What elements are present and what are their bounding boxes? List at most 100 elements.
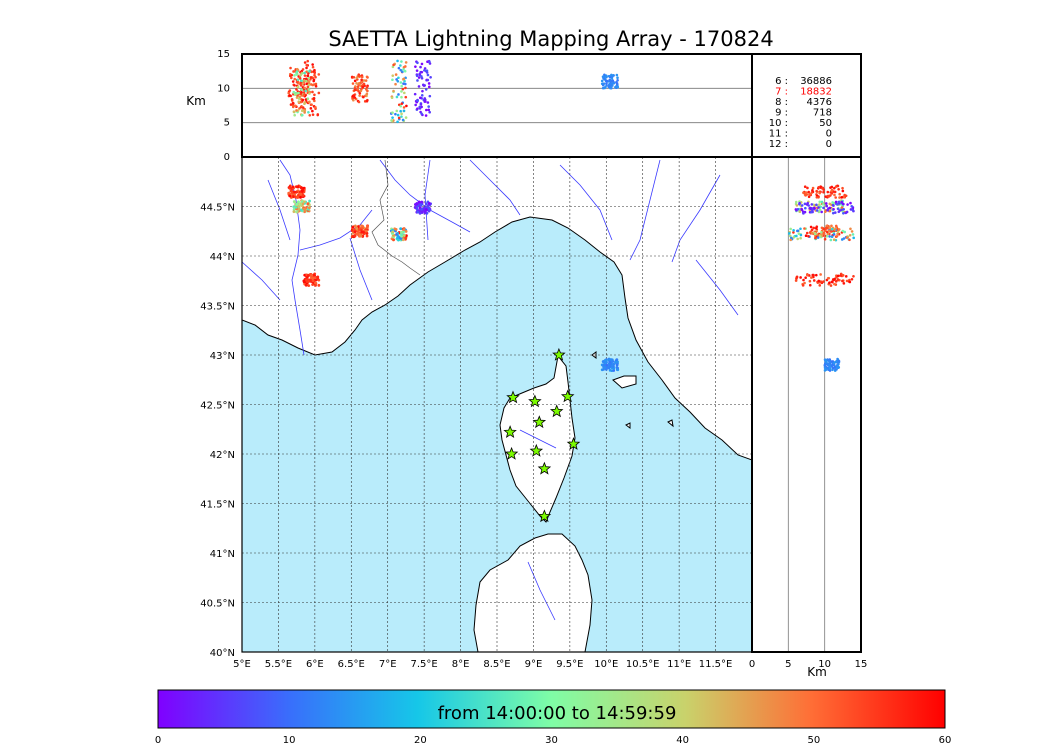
lightning-source-map <box>614 361 618 364</box>
side-tick-label: 5 <box>785 659 791 670</box>
lightning-source-altitude <box>361 85 365 89</box>
lightning-source-altitude <box>303 102 306 106</box>
lightning-source-side <box>828 360 831 364</box>
lightning-source-altitude <box>402 106 406 109</box>
lightning-source-side <box>794 200 798 204</box>
lat-tick-label: 44.5°N <box>200 203 235 214</box>
lightning-source-altitude <box>395 78 398 81</box>
lightning-source-map <box>399 227 403 231</box>
lightning-source-altitude <box>311 65 315 69</box>
lightning-source-map <box>420 207 423 211</box>
side-tick-label: 15 <box>855 659 868 670</box>
chart-title: SAETTA Lightning Mapping Array - 170824 <box>328 27 773 51</box>
lightning-source-map <box>417 200 421 204</box>
lightning-source-side <box>789 238 792 242</box>
lightning-source-altitude <box>317 73 321 76</box>
lightning-source-altitude <box>289 103 293 106</box>
lightning-source-altitude <box>426 101 430 104</box>
lightning-source-side <box>830 227 834 231</box>
lightning-source-side <box>825 204 829 208</box>
lightning-source-altitude <box>392 89 395 93</box>
count-label: 7 : <box>775 87 788 98</box>
lightning-source-side <box>803 227 806 230</box>
lightning-source-altitude <box>299 100 303 104</box>
lightning-source-altitude <box>428 94 432 98</box>
lightning-source-altitude <box>308 114 312 117</box>
colorbar-tick-label: 0 <box>155 735 161 746</box>
station-star <box>537 461 552 475</box>
lightning-source-altitude <box>415 74 419 78</box>
lightning-source-altitude <box>308 100 311 104</box>
lightning-source-altitude <box>414 103 417 107</box>
lightning-source-altitude <box>359 89 363 93</box>
side-xlabel: Km <box>807 665 827 679</box>
lightning-source-altitude <box>423 97 427 100</box>
lightning-source-altitude <box>355 76 359 80</box>
lightning-source-side <box>803 185 807 189</box>
station-star <box>532 415 547 429</box>
lightning-source-map <box>289 186 293 190</box>
lightning-source-altitude <box>311 76 314 80</box>
lightning-source-map <box>293 200 297 204</box>
lightning-source-altitude <box>397 93 400 96</box>
lightning-source-altitude <box>296 67 299 71</box>
lightning-source-map <box>298 190 302 194</box>
lightning-source-altitude <box>365 85 369 89</box>
lightning-source-side <box>814 273 818 277</box>
lightning-source-side <box>805 231 809 235</box>
lightning-source-altitude <box>303 86 306 90</box>
lightning-source-map <box>291 185 295 189</box>
lightning-source-altitude <box>400 84 404 88</box>
lightning-source-side <box>807 234 810 238</box>
station-star <box>529 443 544 457</box>
lightning-source-side <box>824 202 828 205</box>
lightning-source-altitude <box>417 85 421 88</box>
colorbar-tick-label: 40 <box>676 735 689 746</box>
lightning-source-altitude <box>295 96 299 99</box>
lightning-source-side <box>823 364 827 368</box>
lightning-source-side <box>822 206 825 210</box>
lightning-source-altitude <box>308 92 311 95</box>
lightning-source-side <box>809 207 812 211</box>
lightning-source-side <box>825 361 828 364</box>
lat-tick-label: 42°N <box>210 450 235 461</box>
count-label: 10 : <box>769 118 788 129</box>
lightning-source-altitude <box>297 81 301 85</box>
lightning-source-altitude <box>416 107 419 110</box>
lightning-source-map <box>424 207 428 211</box>
lightning-source-altitude <box>397 66 401 70</box>
lightning-source-side <box>788 234 792 238</box>
lightning-source-side <box>844 275 848 278</box>
lightning-source-side <box>796 229 799 233</box>
lightning-source-altitude <box>401 118 405 122</box>
lightning-source-altitude <box>291 80 295 83</box>
lightning-source-altitude <box>396 59 399 63</box>
side-clusters <box>787 184 855 372</box>
lightning-source-altitude <box>402 68 405 71</box>
colorbar-tick-label: 20 <box>414 735 427 746</box>
lightning-source-side <box>818 284 822 287</box>
lightning-source-altitude <box>392 119 395 122</box>
lightning-source-map <box>402 228 406 232</box>
lightning-source-altitude <box>607 74 611 78</box>
lightning-source-altitude <box>357 82 361 86</box>
lightning-source-altitude <box>396 113 400 117</box>
count-panel: 6 : 36886 7 : 18832 8 : 4376 9 : 718 10 : 50 11 : 0… <box>751 53 862 158</box>
lightning-source-altitude <box>358 91 362 95</box>
lightning-source-side <box>844 211 848 215</box>
lightning-source-map <box>299 208 303 212</box>
lightning-source-side <box>826 232 830 236</box>
lightning-source-side <box>837 200 841 204</box>
lightning-source-side <box>826 366 830 370</box>
lightning-source-altitude <box>353 79 357 83</box>
lightning-source-altitude <box>404 116 408 119</box>
lightning-source-map <box>317 283 321 287</box>
map-clusters <box>287 184 620 373</box>
lightning-source-map <box>415 202 419 206</box>
lightning-source-side <box>807 274 811 277</box>
lightning-source-side <box>834 360 838 364</box>
lightning-source-side <box>837 188 840 191</box>
lightning-source-map <box>316 275 320 279</box>
lightning-source-altitude <box>313 93 316 97</box>
lightning-source-map <box>306 274 310 277</box>
